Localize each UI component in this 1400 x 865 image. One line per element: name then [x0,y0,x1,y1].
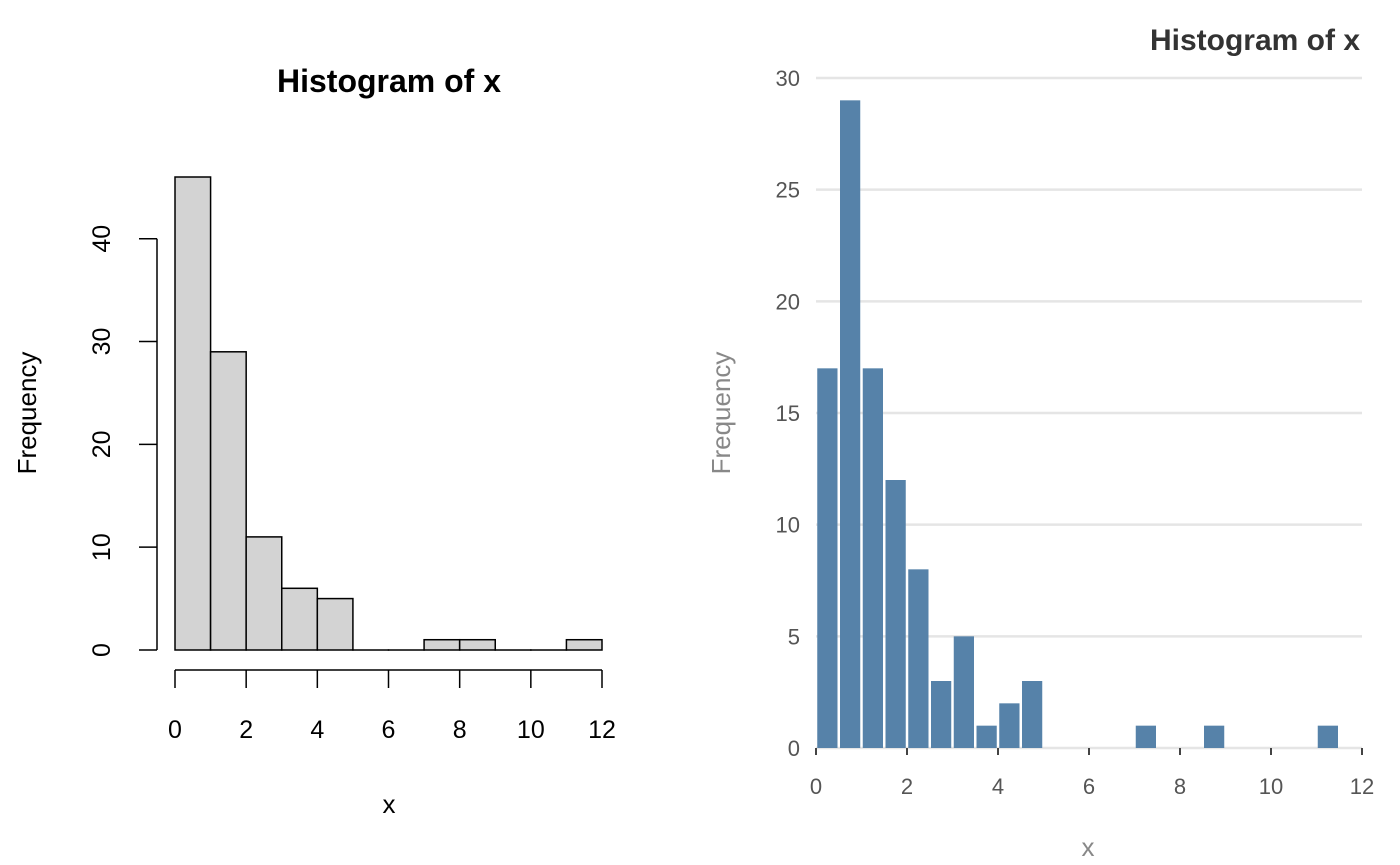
histogram-bar [840,100,861,749]
y-axis-label: Frequency [12,352,42,475]
x-ticks-group: 0 2 4 6 8 10 12 [810,748,1374,799]
histogram-bar [908,569,929,748]
y-axis-label: Frequency [706,352,736,475]
x-tick-label: 6 [382,716,396,744]
x-tick-label: 2 [239,716,253,744]
histogram-bar [862,368,883,748]
histogram-bar [885,480,906,748]
bars-group [174,176,603,651]
histogram-bar [458,638,496,651]
histogram-bar [999,703,1020,748]
histogram-bar [931,681,952,748]
x-tick-label: 12 [588,716,616,744]
x-tick-label: 8 [453,716,467,744]
histogram-panel-base: Histogram of x 0 2 4 6 8 10 12 0 10 20 30 40 x Fre… [12,63,616,819]
chart-title: Histogram of x [277,63,501,99]
y-tick-label: 30 [88,328,116,356]
y-tick-label: 40 [88,225,116,253]
y-ticks-group: 0 5 10 15 20 25 30 [776,66,800,761]
x-tick-label: 10 [1259,774,1283,799]
y-ticks-group: 0 10 20 30 40 [88,225,157,657]
histogram-bar [209,351,247,651]
histogram-bar [1317,725,1338,748]
x-axis-label: x [1082,832,1095,862]
y-tick-label: 5 [788,624,800,649]
histogram-bar [953,636,974,748]
histogram-bar [1022,681,1043,748]
x-tick-label: 4 [992,774,1004,799]
x-axis-label: x [383,789,396,819]
x-tick-label: 12 [1350,774,1374,799]
histogram-bar [976,725,997,748]
x-ticks-group: 0 2 4 6 8 10 12 [168,670,616,744]
y-tick-label: 10 [776,513,800,538]
histogram-bar [1204,725,1225,748]
chart-title: Histogram of x [1150,24,1360,57]
histogram-bar [316,597,354,651]
x-tick-label: 0 [168,716,182,744]
y-tick-label: 0 [788,736,800,761]
y-tick-label: 25 [776,178,800,203]
y-tick-label: 0 [88,643,116,657]
x-tick-label: 0 [810,774,822,799]
histogram-bar [281,587,319,651]
x-tick-label: 2 [901,774,913,799]
histogram-bar [1135,725,1156,748]
histogram-bar [174,176,212,651]
x-tick-label: 10 [517,716,545,744]
histogram-bar [565,638,603,651]
x-tick-label: 8 [1174,774,1186,799]
y-tick-label: 20 [88,430,116,458]
x-tick-label: 4 [310,716,324,744]
histogram-bar [423,638,461,651]
y-tick-label: 30 [776,66,800,91]
y-tick-label: 20 [776,289,800,314]
y-tick-label: 15 [776,401,800,426]
x-tick-label: 6 [1083,774,1095,799]
y-tick-label: 10 [88,533,116,561]
bars-group [817,100,1338,749]
histogram-bar [817,368,838,748]
histogram-bar [245,536,283,651]
